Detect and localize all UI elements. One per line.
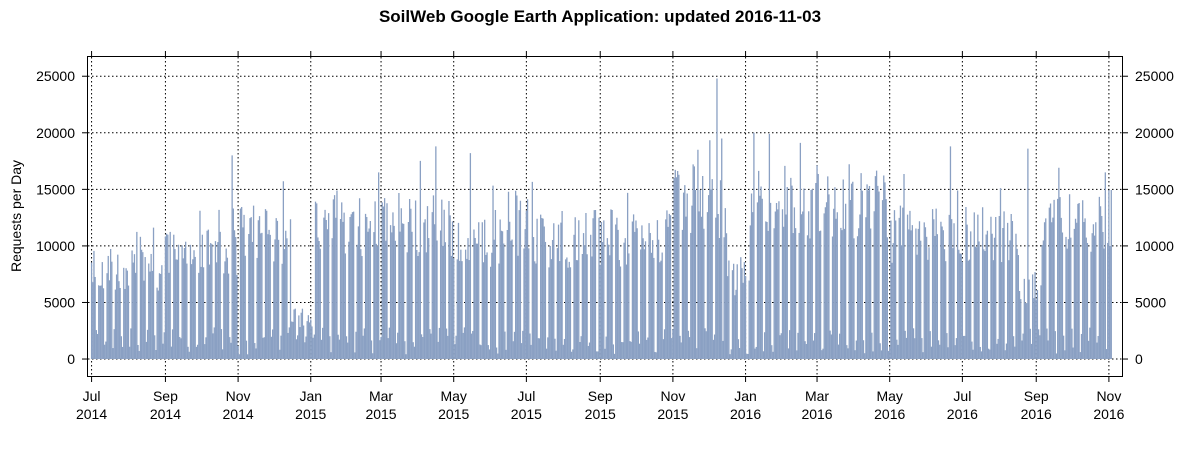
x-tick-label-month: Sep [1024,388,1049,404]
y-tick-label-left: 0 [67,351,75,367]
plot-frame [87,56,1123,377]
x-tick-label-year: 2016 [730,406,761,422]
x-tick-label-month: Sep [588,388,613,404]
y-tick-label-right: 10000 [1135,238,1174,254]
x-tick-label-month: May [440,388,466,404]
y-tick-label-right: 25000 [1135,68,1174,84]
x-tick-label-year: 2016 [801,406,832,422]
y-tick-label-right: 0 [1135,351,1143,367]
x-tick-label-year: 2014 [150,406,181,422]
x-tick-label-year: 2016 [947,406,978,422]
y-tick-label-right: 15000 [1135,181,1174,197]
x-tick-label-month: Nov [660,388,685,404]
x-tick-label-month: Jan [299,388,322,404]
y-tick-label-right: 20000 [1135,125,1174,141]
x-tick-label-year: 2015 [657,406,688,422]
x-tick-label-month: Nov [1096,388,1121,404]
x-tick-label-year: 2016 [1093,406,1124,422]
x-tick-label-month: Mar [369,388,393,404]
y-tick-label-right: 5000 [1135,294,1166,310]
x-tick-label-month: Jul [953,388,971,404]
y-tick-label-left: 5000 [44,294,75,310]
bars-layer [90,78,1112,360]
axes-layer: 0 0 5000 5000 10000 10000 15000 15000 20000 20000… [36,51,1174,422]
x-tick-label-month: Jan [734,388,757,404]
x-tick-label-year: 2015 [365,406,396,422]
x-tick-label-year: 2015 [438,406,469,422]
x-tick-label-year: 2016 [1021,406,1052,422]
x-tick-label-month: Sep [153,388,178,404]
x-tick-label-month: Nov [226,388,251,404]
x-tick-label-year: 2016 [874,406,905,422]
y-tick-label-left: 15000 [36,181,75,197]
x-tick-label-year: 2014 [76,406,107,422]
y-axis-label: Requests per Day [8,160,24,272]
chart-title: SoilWeb Google Earth Application: update… [379,7,821,26]
y-tick-label-left: 20000 [36,125,75,141]
y-tick-label-left: 25000 [36,68,75,84]
grid-layer [88,57,1122,376]
x-tick-label-month: May [876,388,902,404]
x-tick-label-year: 2015 [585,406,616,422]
x-tick-label-month: Mar [805,388,829,404]
x-tick-label-year: 2015 [511,406,542,422]
x-tick-label-month: Jul [517,388,535,404]
x-tick-label-month: Jul [83,388,101,404]
x-tick-label-year: 2014 [223,406,254,422]
x-tick-label-year: 2015 [295,406,326,422]
y-tick-label-left: 10000 [36,238,75,254]
